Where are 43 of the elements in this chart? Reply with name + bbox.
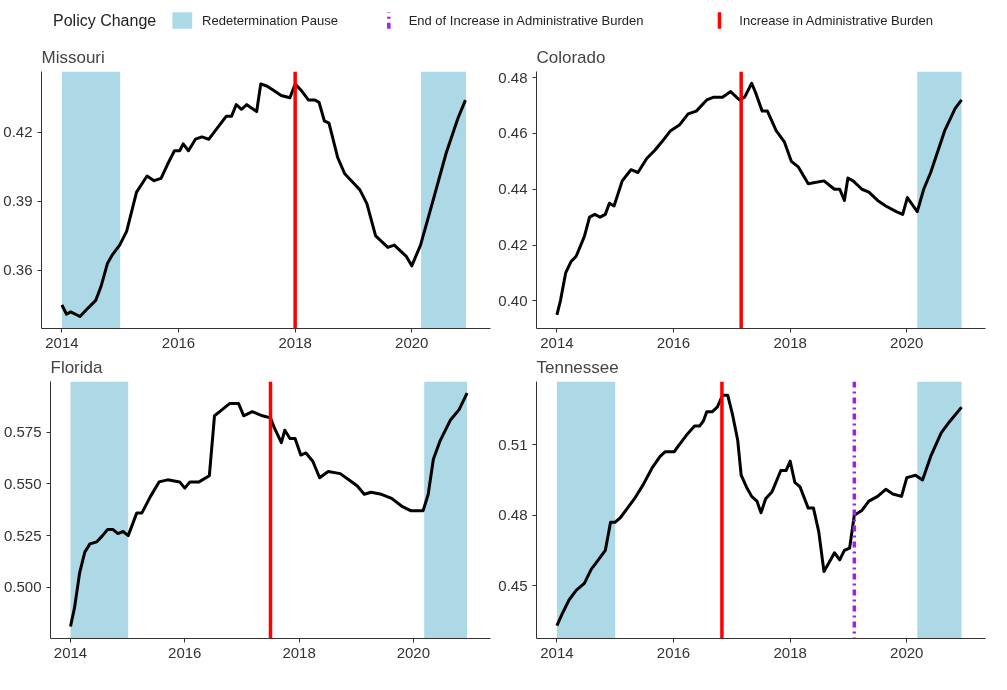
y-tick-label: 0.44 xyxy=(498,180,528,198)
x-tick-label: 2014 xyxy=(540,643,574,661)
y-tick-label: 0.36 xyxy=(3,261,33,279)
x-tick-label: 2016 xyxy=(656,333,691,351)
line-series xyxy=(555,81,964,317)
x-tick-label: 2018 xyxy=(773,333,807,351)
x-tick-label: 2016 xyxy=(656,643,691,661)
y-tick-label: 0.39 xyxy=(3,192,33,210)
legend-label: Increase in Administrative Burden xyxy=(739,13,933,28)
y-tick-label: 0.48 xyxy=(498,506,528,524)
y-tick-label: 0.45 xyxy=(498,576,528,594)
chart-title: Missouri xyxy=(41,47,105,67)
line-series xyxy=(555,393,964,628)
x-tick-label: 2018 xyxy=(278,333,312,351)
y-tick-label: 0.575 xyxy=(3,423,42,441)
x-tick-label: 2020 xyxy=(890,643,924,661)
y-tick-label: 0.40 xyxy=(498,291,528,309)
x-tick-label: 2016 xyxy=(161,333,196,351)
y-tick-label: 0.42 xyxy=(498,236,528,254)
y-tick-label: 0.525 xyxy=(3,526,42,544)
line-series xyxy=(69,391,469,629)
legend-label: End of Increase in Administrative Burden xyxy=(408,13,644,28)
x-tick-label: 2020 xyxy=(395,333,429,351)
chart-title: Florida xyxy=(50,357,104,377)
x-tick-label: 2014 xyxy=(540,333,574,351)
y-tick-label: 0.48 xyxy=(498,68,528,86)
y-tick-label: 0.42 xyxy=(3,123,33,141)
y-tick-label: 0.550 xyxy=(3,474,42,492)
line-series xyxy=(60,82,467,319)
chart-title: Colorado xyxy=(536,47,606,67)
legend-label: Redetermination Pause xyxy=(202,13,338,28)
x-tick-label: 2014 xyxy=(53,643,88,661)
x-tick-label: 2020 xyxy=(890,333,924,351)
y-tick-label: 0.500 xyxy=(3,578,42,596)
x-tick-label: 2018 xyxy=(282,643,316,661)
y-tick-label: 0.51 xyxy=(498,435,528,453)
chart-title: Tennessee xyxy=(536,357,619,377)
legend-title: Policy Change xyxy=(53,12,157,29)
x-tick-label: 2020 xyxy=(396,643,431,661)
x-tick-label: 2018 xyxy=(773,643,807,661)
x-tick-label: 2016 xyxy=(168,643,202,661)
x-tick-label: 2014 xyxy=(45,333,79,351)
y-tick-label: 0.46 xyxy=(498,124,528,142)
